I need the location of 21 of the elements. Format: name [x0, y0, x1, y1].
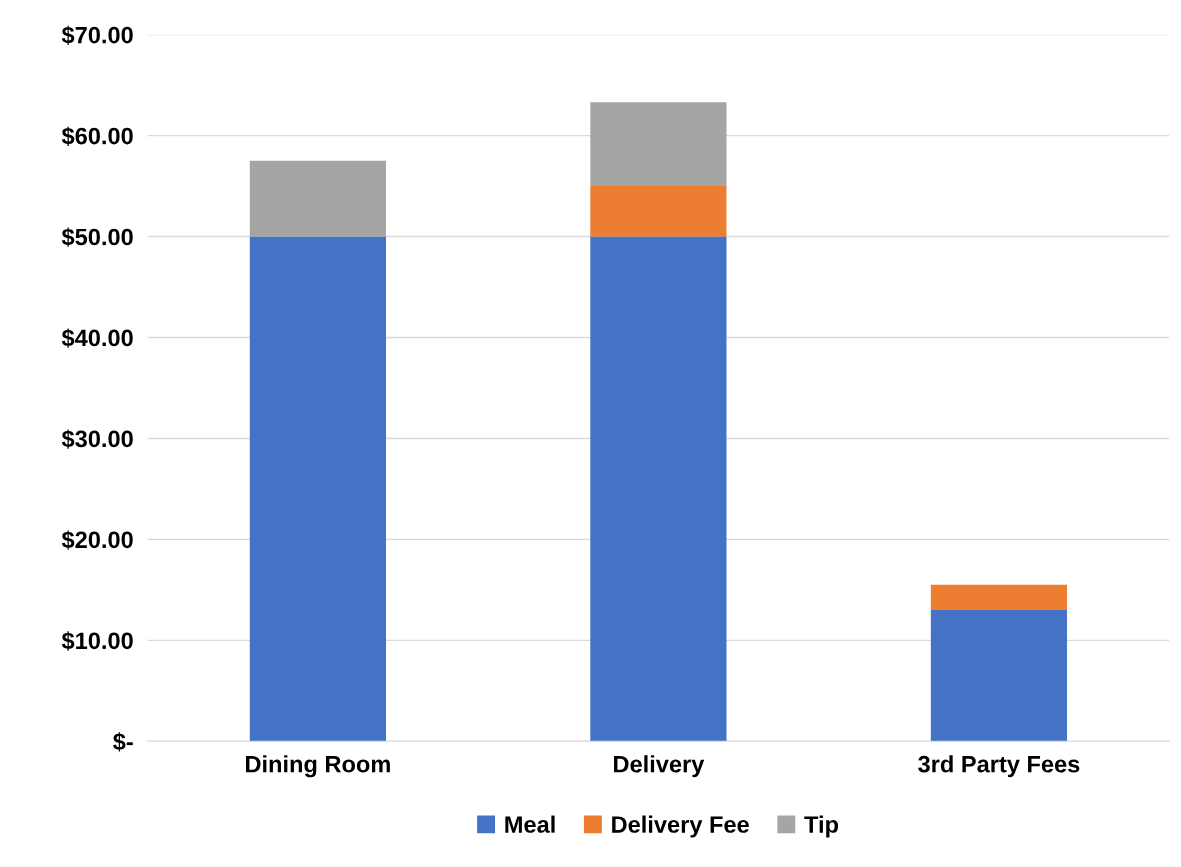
bar	[249, 236, 386, 742]
bar	[930, 610, 1068, 742]
legend-label: Tip	[804, 815, 839, 838]
bar	[590, 186, 727, 237]
y-tick-label: $-	[113, 732, 133, 752]
x-tick-label: Dining Room	[246, 755, 390, 778]
legend-label: Meal	[505, 815, 555, 833]
legend-label: Delivery Fee	[612, 815, 749, 838]
y-tick-label: $40.00	[61, 328, 133, 348]
bar	[930, 584, 1068, 611]
y-tick-label: $30.00	[61, 429, 133, 449]
bar	[590, 102, 727, 187]
bar	[590, 236, 727, 742]
x-tick-label: Delivery	[614, 755, 705, 778]
y-tick-label: $10.00	[61, 631, 133, 651]
y-tick-label: $20.00	[61, 530, 133, 550]
y-tick-label: $60.00	[61, 126, 133, 146]
y-tick-label: $50.00	[61, 227, 133, 247]
y-tick-label: $70.00	[61, 25, 133, 45]
bar	[249, 160, 386, 237]
x-tick-label: 3rd Party Fees	[918, 755, 1080, 778]
